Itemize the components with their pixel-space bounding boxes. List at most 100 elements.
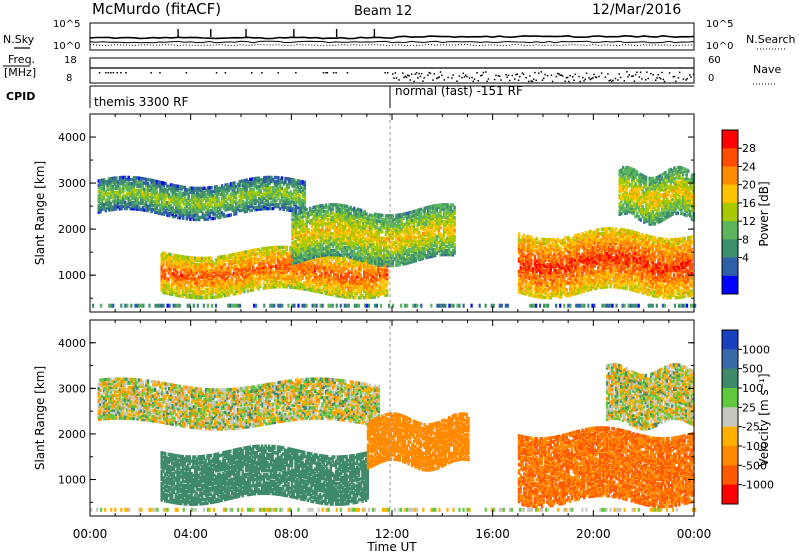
echo-cell [529, 304, 531, 308]
echo-cell [162, 304, 164, 308]
nave-dot [478, 80, 480, 82]
echo-cell [197, 304, 199, 308]
echo-cell [263, 304, 265, 308]
nave-dot [675, 81, 677, 83]
nave-dot [486, 81, 488, 83]
nave-dot [552, 81, 554, 83]
nave-dot [601, 72, 603, 74]
freq-tick-bottom: 8 [66, 73, 72, 84]
freq-panel [90, 58, 694, 83]
echo-cell [348, 304, 350, 308]
nave-dot [573, 79, 575, 81]
echo-cell [380, 304, 382, 308]
echo-cell [303, 304, 305, 308]
echo-cell [356, 304, 358, 308]
echo-cell [442, 304, 444, 308]
echo-cell [297, 304, 299, 308]
nave-dot [683, 78, 685, 80]
echo-cell [301, 304, 303, 308]
nave-dot [658, 74, 660, 76]
echo-cell [313, 304, 315, 308]
echo-cell [458, 304, 460, 308]
echo-cell [140, 304, 142, 308]
nave-dot [519, 76, 521, 78]
echo-cell [680, 304, 682, 308]
nave-dot [624, 80, 626, 82]
echo-cell [177, 304, 179, 308]
echo-cell [227, 304, 229, 308]
echo-cell [622, 304, 624, 308]
echo-cell [154, 304, 156, 308]
nave-dot [277, 72, 279, 74]
nave-dot [402, 72, 404, 74]
freq-label-1: Freq. [8, 53, 35, 66]
echo-cell [239, 304, 241, 308]
nave-dot [652, 74, 654, 76]
nave-dot [99, 72, 101, 74]
echo-cell [158, 304, 160, 308]
nsky-trace [90, 36, 694, 39]
nave-dot [447, 77, 449, 79]
echo-cell [438, 304, 440, 308]
echo-cell [678, 304, 680, 308]
nsearch-label: N.Search [746, 33, 796, 46]
echo-cell [636, 304, 638, 308]
echo-cell [255, 304, 257, 308]
nave-dot [564, 80, 566, 82]
nave-dot [540, 71, 542, 73]
nave-dot [411, 73, 413, 75]
echo-cell [269, 304, 271, 308]
echo-cell [279, 304, 281, 308]
echo-cell [233, 304, 235, 308]
nave-dot [567, 77, 569, 79]
echo-cell [230, 213, 232, 216]
echo-cell [136, 304, 138, 308]
radar-summary-plot: McMurdo (fitACF) Beam 12 12/Mar/2016 N.S… [0, 0, 800, 554]
echo-cell [175, 304, 177, 308]
nave-dot [572, 76, 574, 78]
echo-cell [92, 304, 94, 308]
echo-cell [315, 304, 317, 308]
nsky-traces [90, 29, 694, 46]
nave-dot [456, 80, 458, 82]
nave-dot [569, 75, 571, 77]
nave-dot [514, 78, 516, 80]
nave-dot [251, 72, 253, 74]
nave-dot [596, 77, 598, 79]
echo-cell [211, 304, 213, 308]
nave-dot [410, 79, 412, 81]
nave-dot [452, 74, 454, 76]
echo-cell [368, 304, 370, 308]
echo-cell [547, 304, 549, 308]
freq-traces [90, 68, 694, 82]
echo-cell [436, 304, 438, 308]
echo-cell [364, 304, 366, 308]
echo-cell [100, 304, 102, 308]
nave-tick-top: 60 [708, 55, 721, 66]
nave-dot [507, 76, 509, 78]
nave-dot [469, 77, 471, 79]
echo-cell [358, 304, 360, 308]
nave-dot [327, 72, 329, 74]
echo-cell [187, 304, 189, 308]
echo-cell [412, 304, 414, 308]
nave-dot [295, 72, 297, 74]
echo-cell [611, 304, 613, 308]
echo-cell [156, 304, 158, 308]
echo-cell [138, 304, 140, 308]
nave-dot [689, 74, 691, 76]
nave-dot [615, 78, 617, 80]
nave-dot [415, 73, 417, 75]
nave-dot [398, 79, 400, 81]
nave-dot [535, 80, 537, 82]
echo-cell [485, 304, 487, 308]
nave-dot [634, 80, 636, 82]
echo-cell [414, 304, 416, 308]
nave-dot [421, 73, 423, 75]
nave-dot [562, 75, 564, 77]
echo-cell [126, 304, 128, 308]
nave-dot [664, 81, 666, 83]
nave-dot [476, 72, 478, 74]
echo-cell [404, 304, 406, 308]
echo-cell [366, 304, 368, 308]
